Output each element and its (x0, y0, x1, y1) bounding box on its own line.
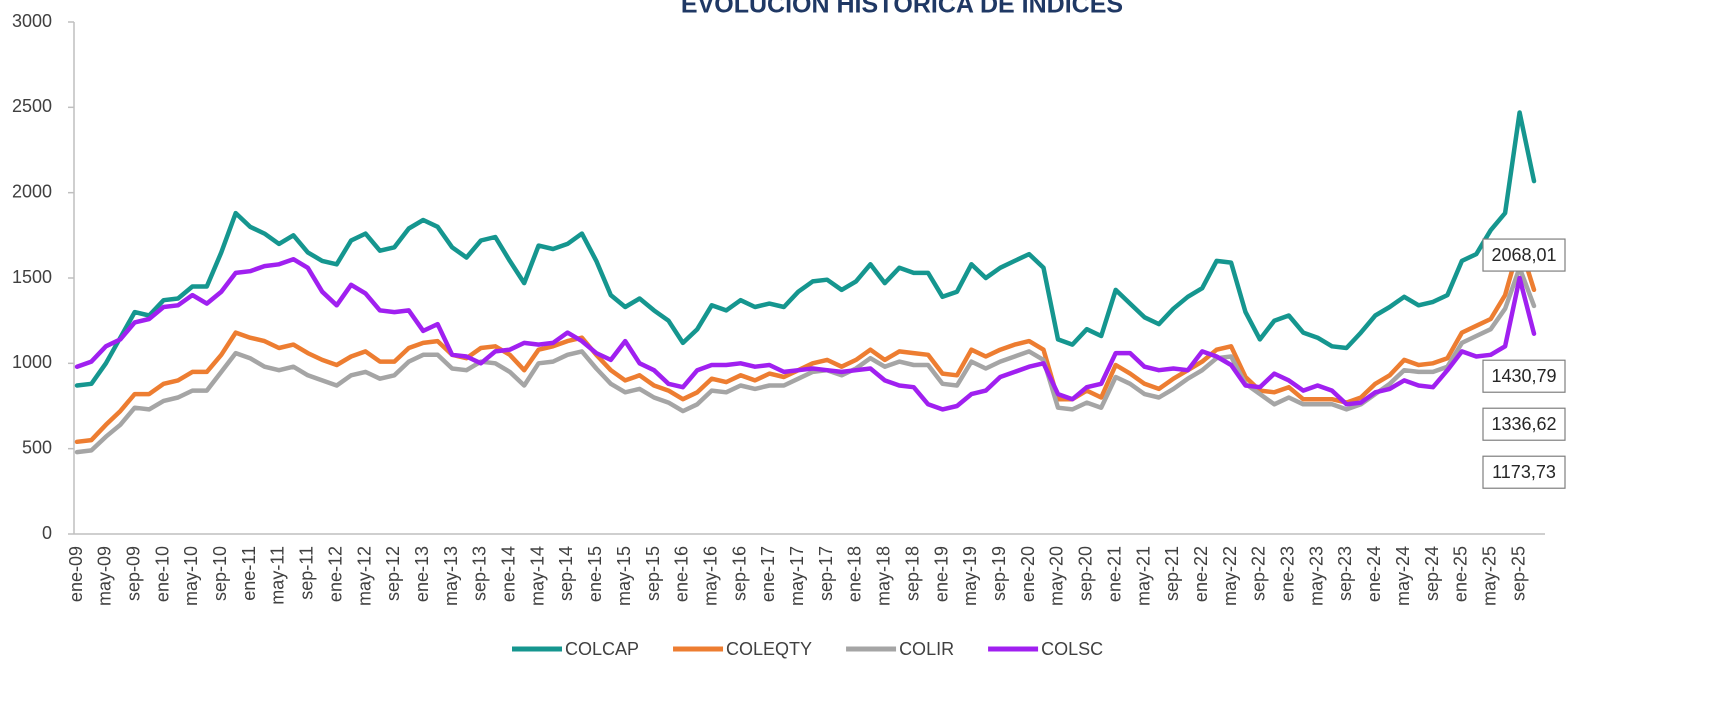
value-label-box (1482, 407, 1566, 441)
x-tick-label: ene-24 (1364, 546, 1384, 602)
x-tick-label: ene-13 (412, 546, 432, 602)
x-tick-label: may-22 (1220, 546, 1240, 606)
x-tick-label: may-15 (614, 546, 634, 606)
x-tick-label: sep-24 (1422, 546, 1442, 601)
series-line (74, 256, 1537, 412)
x-tick-label: may-17 (787, 546, 807, 606)
value-label: 2068,01 (1491, 245, 1556, 265)
y-tick-label: 1000 (12, 352, 52, 372)
x-tick-label: sep-19 (989, 546, 1009, 601)
x-tick-label: may-14 (527, 546, 547, 606)
y-tick-label: 2000 (12, 181, 52, 201)
x-tick-label: may-18 (874, 546, 894, 606)
x-tick-label: sep-12 (383, 546, 403, 601)
x-tick-label: sep-13 (470, 546, 490, 601)
x-tick-label: ene-12 (325, 546, 345, 602)
x-tick-label: sep-15 (643, 546, 663, 601)
y-tick-label: 3000 (12, 11, 52, 31)
legend-label: COLCAP (565, 639, 639, 659)
x-tick-label: sep-22 (1249, 546, 1269, 601)
legend-label: COLEQTY (726, 639, 812, 659)
x-tick-label: may-20 (1047, 546, 1067, 606)
y-tick-label: 0 (42, 523, 52, 543)
y-tick-label: 2500 (12, 96, 52, 116)
x-tick-label: may-10 (181, 546, 201, 606)
x-tick-label: may-24 (1393, 546, 1413, 606)
x-tick-label: ene-20 (1018, 546, 1038, 602)
x-tick-label: ene-15 (585, 546, 605, 602)
x-tick-label: ene-25 (1451, 546, 1471, 602)
x-tick-label: may-19 (960, 546, 980, 606)
x-tick-label: ene-18 (845, 546, 865, 602)
x-tick-label: ene-11 (239, 546, 259, 601)
x-tick-label: ene-21 (1104, 546, 1124, 602)
series-line (74, 265, 1537, 455)
x-tick-label: may-11 (268, 546, 288, 605)
x-tick-label: may-12 (354, 546, 374, 606)
chart-title: EVOLUCIÓN HISTÓRICA DE ÍNDICES (681, 0, 1123, 19)
value-label: 1430,79 (1491, 366, 1556, 386)
x-tick-label: ene-22 (1191, 546, 1211, 602)
x-tick-label: may-16 (700, 546, 720, 606)
x-tick-label: ene-17 (758, 546, 778, 602)
x-tick-label: sep-11 (297, 546, 317, 600)
x-tick-label: sep-25 (1508, 546, 1528, 601)
x-tick-label: ene-09 (66, 546, 86, 602)
value-label-box (1482, 455, 1566, 489)
x-tick-label: sep-10 (210, 546, 230, 601)
x-tick-label: sep-23 (1335, 546, 1355, 601)
x-tick-label: may-09 (95, 546, 115, 606)
series-line (74, 110, 1537, 388)
x-tick-label: sep-17 (816, 546, 836, 601)
x-tick-label: ene-10 (152, 546, 172, 602)
x-tick-label: sep-21 (1162, 546, 1182, 601)
x-tick-label: sep-09 (123, 546, 143, 601)
x-tick-label: may-21 (1133, 546, 1153, 606)
x-tick-label: sep-20 (1076, 546, 1096, 601)
x-tick-label: may-23 (1306, 546, 1326, 606)
value-label: 1173,73 (1492, 462, 1556, 482)
legend-label: COLSC (1041, 639, 1103, 659)
x-tick-label: ene-19 (931, 546, 951, 602)
y-tick-label: 500 (22, 437, 52, 457)
x-tick-label: may-13 (441, 546, 461, 606)
x-tick-label: ene-16 (672, 546, 692, 602)
value-label-box (1482, 359, 1566, 393)
value-label: 1336,62 (1491, 414, 1556, 434)
x-tick-label: may-25 (1479, 546, 1499, 606)
x-tick-label: ene-23 (1278, 546, 1298, 602)
value-label-box (1482, 238, 1566, 272)
legend-label: COLIR (899, 639, 954, 659)
legend: COLCAP COLEQTY COLIR COLSC (512, 639, 1103, 659)
x-tick-label: sep-14 (556, 546, 576, 601)
series-line (74, 241, 1537, 445)
y-tick-label: 1500 (12, 267, 52, 287)
x-tick-label: ene-14 (499, 546, 519, 602)
x-tick-label: sep-16 (729, 546, 749, 601)
x-tick-label: sep-18 (902, 546, 922, 601)
